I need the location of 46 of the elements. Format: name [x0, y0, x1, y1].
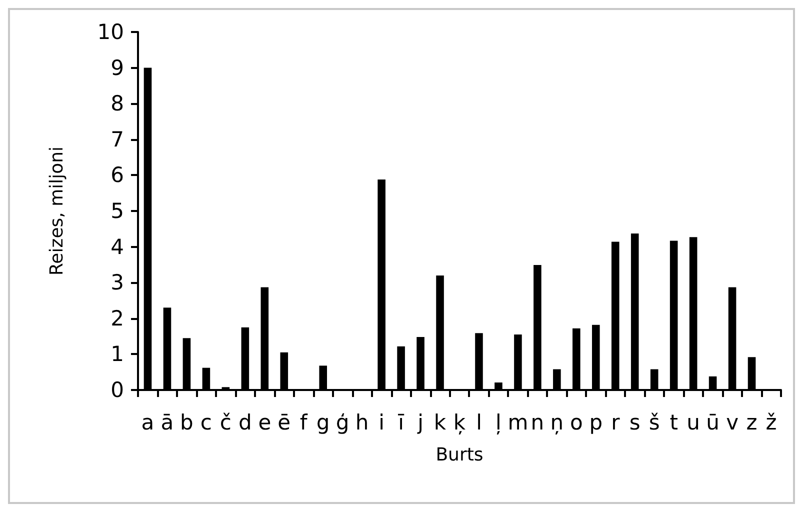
y-tick-label: 9: [110, 56, 124, 80]
x-tick-label: i: [378, 410, 384, 434]
y-tick-label: 7: [110, 127, 124, 152]
x-tick-label: ī: [397, 410, 404, 434]
x-tick-label: č: [220, 410, 232, 434]
x-tick-label: z: [746, 410, 758, 434]
y-tick-label: 4: [110, 234, 124, 259]
x-tick-label: n: [530, 410, 544, 434]
x-tick-label: g: [316, 410, 330, 434]
y-tick-label: 1: [110, 342, 124, 366]
x-tick-label: v: [726, 410, 739, 434]
x-tick-label: f: [300, 410, 308, 434]
y-tick-label: 5: [110, 199, 124, 223]
x-tick-label: ņ: [550, 410, 564, 434]
x-tick-label: ā: [160, 410, 174, 434]
x-tick-label: o: [570, 410, 583, 434]
x-tick-label: d: [238, 410, 252, 434]
x-tick-label: k: [434, 410, 447, 434]
x-tick-label: ģ: [336, 410, 350, 434]
x-tick-label: ū: [706, 410, 720, 434]
x-tick-label: c: [200, 410, 212, 434]
y-tick-label: 0: [110, 378, 124, 402]
y-tick-label: 3: [110, 270, 124, 295]
x-tick-label: t: [670, 410, 678, 434]
x-tick-label: ē: [278, 410, 291, 434]
x-tick-label: m: [508, 410, 528, 434]
x-tick-label: ķ: [453, 410, 466, 434]
x-tick-label: ž: [766, 410, 777, 434]
x-tick-label: b: [180, 410, 194, 434]
x-tick-label: e: [258, 410, 272, 434]
x-tick-label: j: [416, 410, 424, 434]
x-tick-label: u: [686, 410, 700, 434]
y-tick-label: 8: [110, 92, 124, 116]
y-tick-label: 2: [110, 306, 124, 330]
y-axis-title: Reizes, miljoni: [46, 146, 68, 276]
x-tick-label: l: [476, 410, 482, 434]
x-tick-label: h: [355, 410, 369, 434]
x-tick-label: š: [648, 410, 660, 434]
x-tick-label: ļ: [496, 410, 502, 434]
y-tick-label: 6: [110, 163, 124, 188]
x-tick-label: p: [589, 410, 603, 434]
x-tick-label: s: [629, 410, 640, 434]
y-tick-label: 10: [97, 20, 124, 44]
x-tick-label: a: [141, 410, 154, 434]
x-axis-title: Burts: [436, 444, 484, 466]
x-tick-label: r: [611, 410, 620, 434]
